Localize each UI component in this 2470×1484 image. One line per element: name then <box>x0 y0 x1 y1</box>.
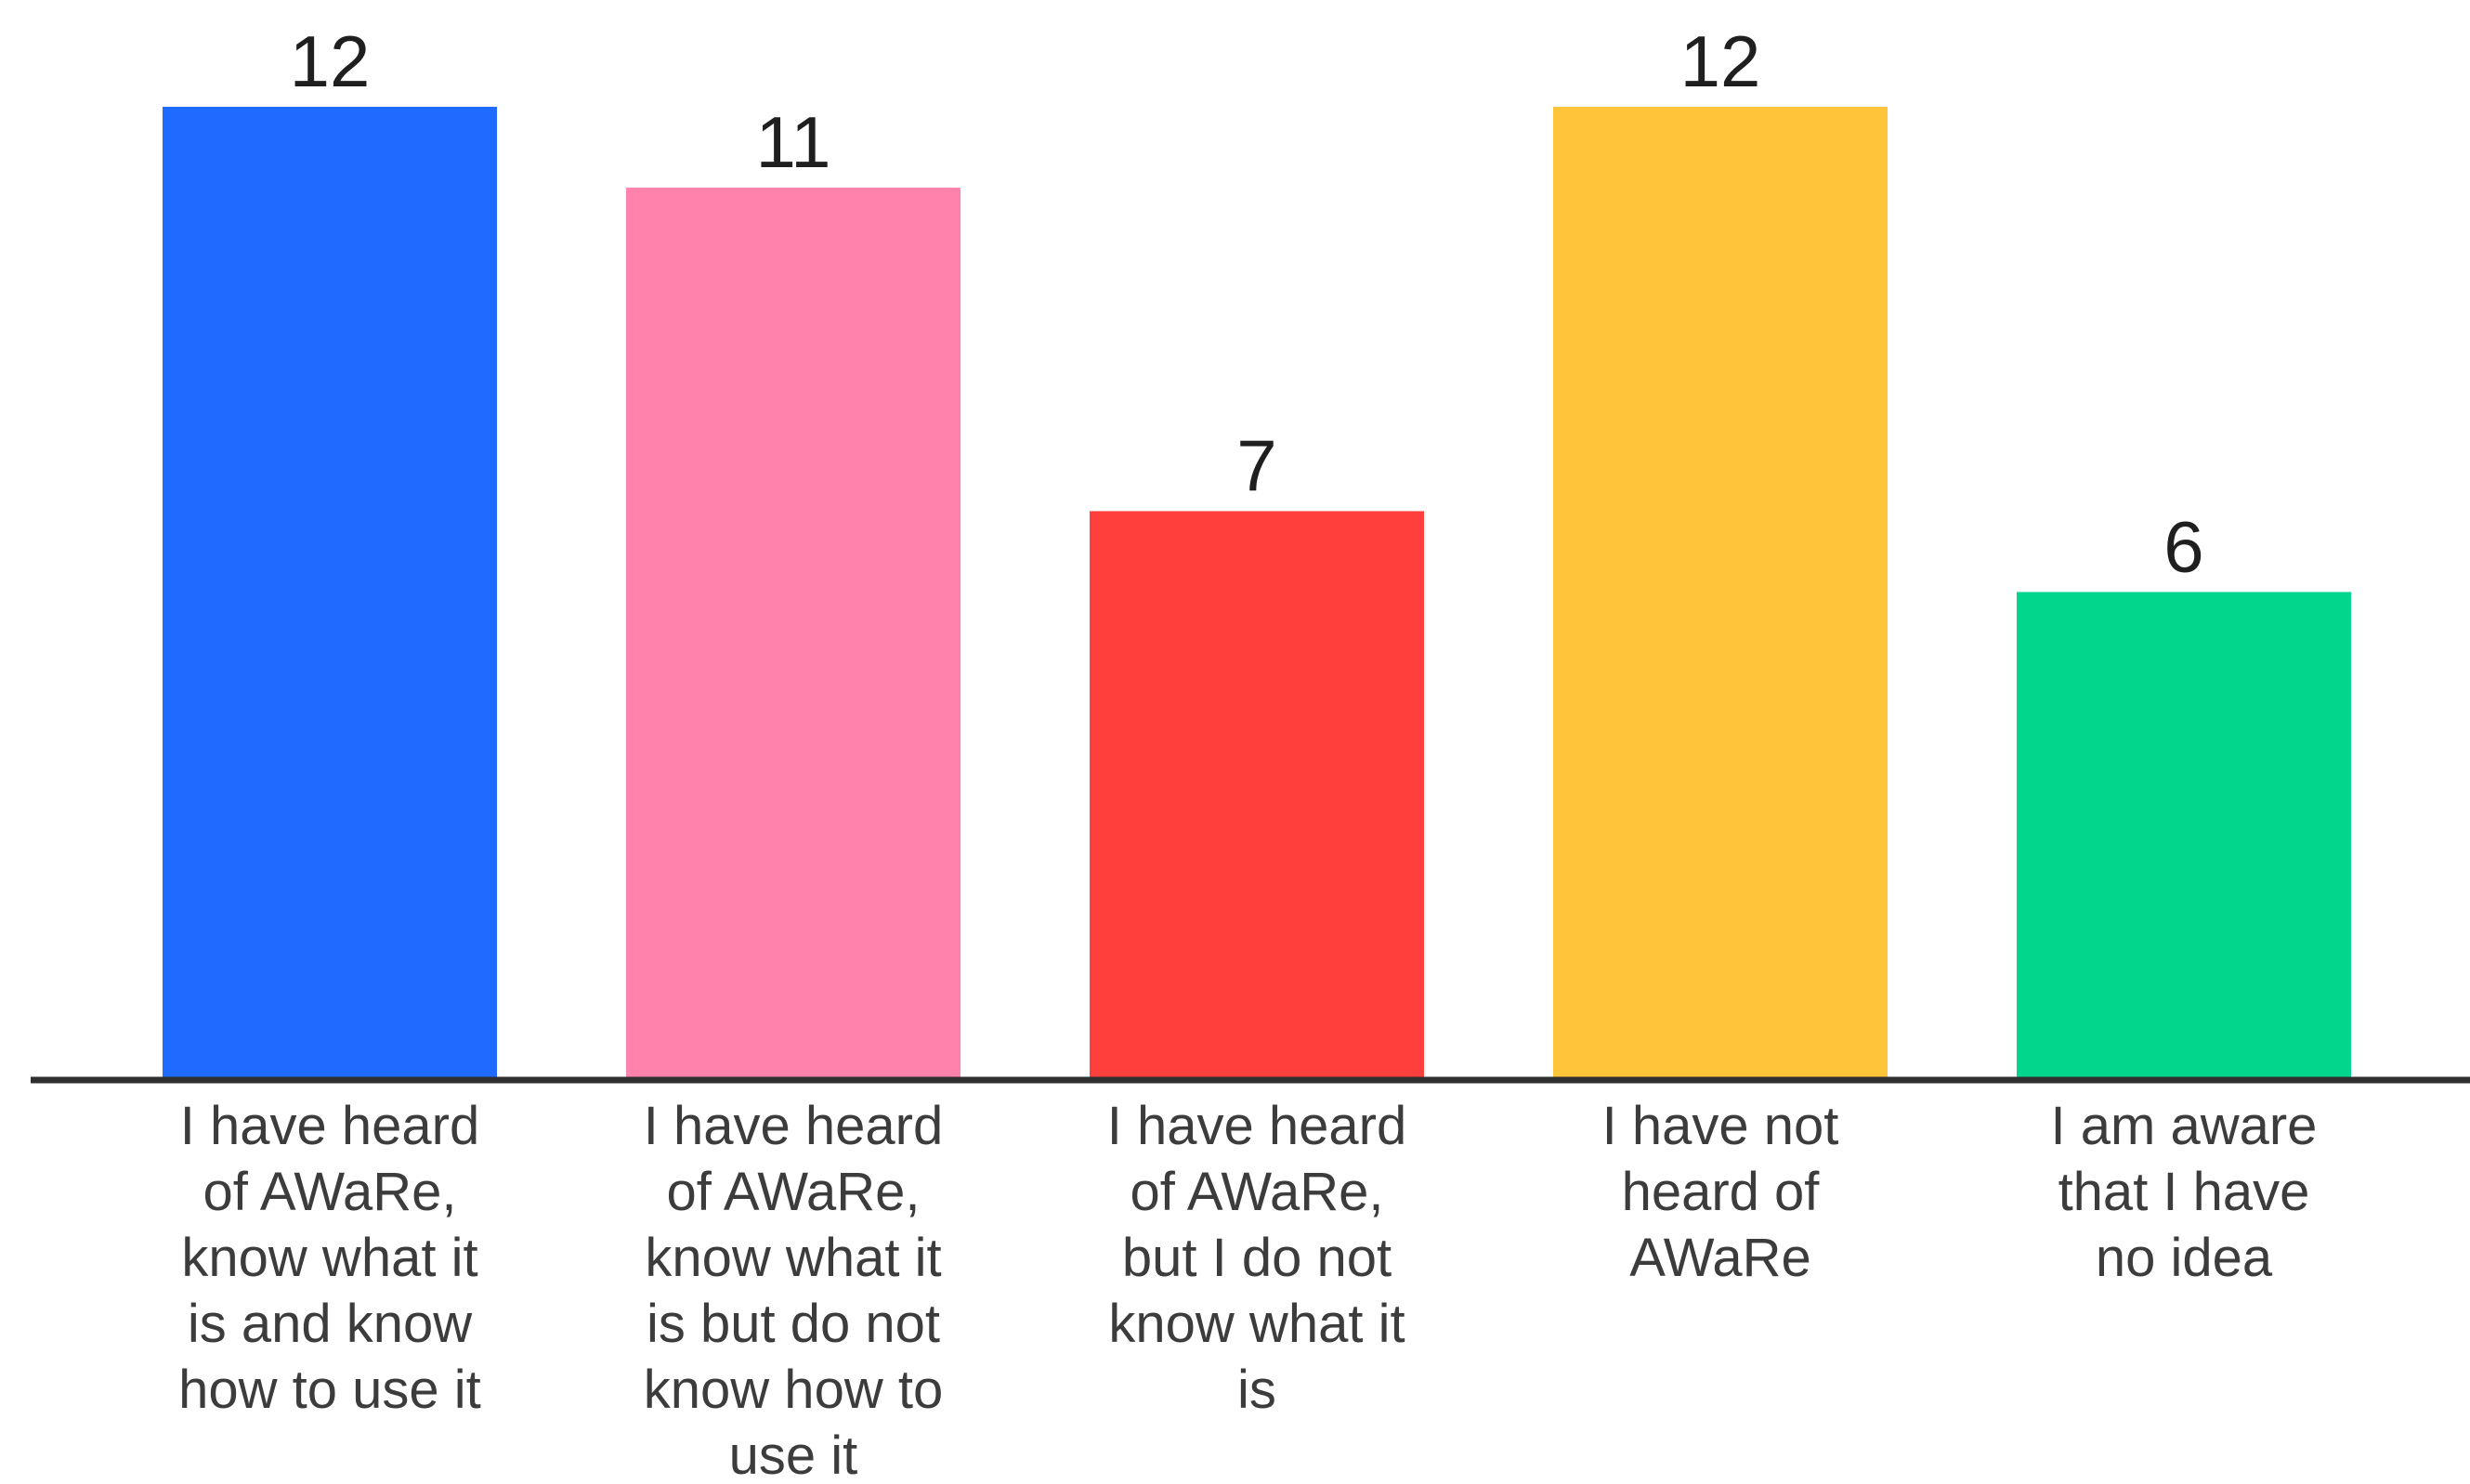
category-label-line: know what it <box>1108 1294 1405 1354</box>
category-label-line: is and know <box>188 1294 473 1354</box>
category-label-line: know what it <box>645 1228 941 1288</box>
category-label-line: how to use it <box>178 1360 481 1420</box>
category-label-1: I have heard of AWaRe, know what it is and … <box>178 1096 481 1420</box>
bar-2 <box>626 188 961 1078</box>
category-label-line: I have heard <box>1107 1096 1406 1156</box>
value-labels-layer: 12 11 7 12 6 <box>290 20 2204 588</box>
category-label-line: I am aware <box>2051 1096 2318 1156</box>
category-label-line: I have heard <box>180 1096 479 1156</box>
category-label-line: that I have <box>2058 1162 2310 1222</box>
value-label-2: 11 <box>756 101 831 183</box>
bar-3 <box>1090 511 1424 1077</box>
category-label-line: no idea <box>2096 1228 2273 1288</box>
category-label-line: I have not <box>1602 1096 1839 1156</box>
bar-1 <box>163 107 497 1077</box>
category-label-line: know what it <box>181 1228 477 1288</box>
category-label-line: but I do not <box>1122 1228 1392 1288</box>
category-label-5: I am aware that I have no idea <box>2051 1096 2318 1288</box>
bar-5 <box>2017 592 2351 1077</box>
value-label-5: 6 <box>2163 506 2203 588</box>
category-label-line: I have heard <box>644 1096 943 1156</box>
category-label-line: use it <box>729 1425 858 1484</box>
category-label-line: of AWaRe, <box>667 1162 921 1222</box>
category-label-3: I have heard of AWaRe, but I do not know wh… <box>1107 1096 1406 1420</box>
category-label-4: I have not heard of AWaRe <box>1602 1096 1839 1288</box>
category-labels-layer: I have heard of AWaRe, know what it is and … <box>178 1096 2317 1484</box>
value-label-4: 12 <box>1680 20 1761 102</box>
category-label-line: know how to <box>644 1360 943 1420</box>
value-label-3: 7 <box>1236 424 1276 506</box>
category-label-line: is but do not <box>647 1294 940 1354</box>
category-label-2: I have heard of AWaRe, know what it is but … <box>644 1096 943 1484</box>
value-label-1: 12 <box>290 20 371 102</box>
bars-layer <box>163 107 2351 1078</box>
category-label-line: heard of <box>1622 1162 1821 1222</box>
category-label-line: AWaRe <box>1629 1228 1811 1288</box>
category-label-line: is <box>1237 1360 1276 1420</box>
category-label-line: of AWaRe, <box>203 1162 457 1222</box>
category-label-line: of AWaRe, <box>1130 1162 1384 1222</box>
bar-4 <box>1553 107 1888 1077</box>
